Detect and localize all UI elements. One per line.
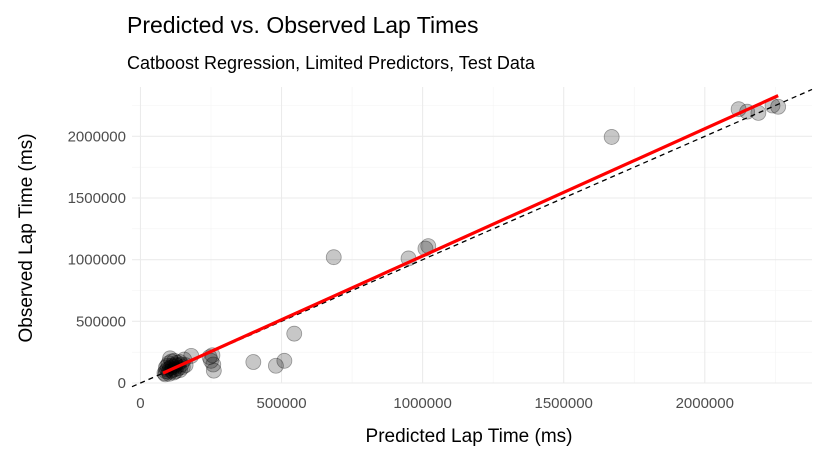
y-tick-label: 1000000 — [68, 252, 126, 269]
points-layer — [156, 97, 787, 383]
data-point — [205, 356, 222, 373]
x-tick-label: 2000000 — [676, 395, 734, 412]
x-tick-label: 500000 — [257, 395, 307, 412]
regression-fit-line — [162, 94, 779, 375]
y-tick-label: 1500000 — [68, 190, 126, 207]
data-point — [286, 325, 303, 342]
y-axis-ticks: 0 500000 1000000 1500000 2000000 — [68, 128, 126, 392]
plot-grid — [132, 87, 812, 384]
data-point — [325, 249, 342, 266]
identity-reference-line — [131, 88, 813, 388]
data-point — [205, 362, 222, 379]
data-point — [276, 352, 293, 369]
x-tick-label: 1500000 — [534, 395, 592, 412]
data-point — [162, 350, 178, 367]
y-tick-label: 0 — [118, 375, 126, 392]
x-tick-label: 1000000 — [393, 395, 451, 412]
fit-line-layer — [162, 94, 779, 375]
y-tick-label: 500000 — [76, 313, 126, 330]
reference-line-layer — [131, 88, 813, 388]
x-tick-label: 0 — [136, 395, 144, 412]
data-point — [203, 352, 219, 369]
y-tick-label: 2000000 — [68, 128, 126, 145]
chart-title: Predicted vs. Observed Lap Times — [127, 12, 479, 38]
x-axis-title: Predicted Lap Time (ms) — [366, 426, 573, 447]
y-axis-title: Observed Lap Time (ms) — [16, 133, 37, 342]
data-point — [268, 357, 284, 374]
x-axis-ticks: 0 500000 1000000 1500000 2000000 — [136, 395, 734, 412]
data-point — [770, 98, 787, 115]
data-point — [603, 129, 620, 145]
data-point — [245, 354, 262, 370]
chart-subtitle: Catboost Regression, Limited Predictors,… — [127, 53, 536, 73]
